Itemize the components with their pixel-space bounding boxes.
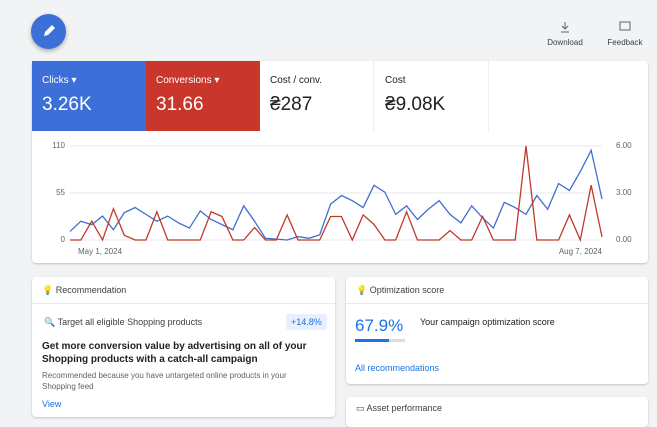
asset-card: ▭ Asset performance <box>346 397 648 427</box>
metric-label: Conversions <box>156 75 212 86</box>
score-track <box>355 339 405 342</box>
metric-value: 3.26K <box>42 94 92 115</box>
x-tick-label: Aug 7, 2024 <box>559 247 603 256</box>
card-title: Optimization score <box>369 285 445 295</box>
feedback-label: Feedback <box>607 38 643 47</box>
series-line <box>69 148 603 241</box>
rec-item: 🔍 Target all eligible Shopping products <box>44 317 203 327</box>
score-description: Your campaign optimization score <box>420 317 555 327</box>
download-button[interactable]: Download <box>540 20 590 47</box>
metric-value: ₴287 <box>270 94 313 115</box>
y-tick-label: 55 <box>56 188 65 197</box>
y-tick-label: 0 <box>61 235 66 244</box>
rec-reason: Recommended because you have untargeted … <box>42 371 287 391</box>
rec-item-text: Target all eligible Shopping products <box>57 317 203 327</box>
feedback-button[interactable]: Feedback <box>600 20 650 47</box>
x-tick-label: May 1, 2024 <box>78 247 123 256</box>
view-link[interactable]: View <box>42 399 62 409</box>
recommendation-card: 💡 Recommendation 🔍 Target all eligible S… <box>32 277 335 417</box>
feedback-icon <box>619 21 631 31</box>
score-value: 67.9% <box>355 316 404 335</box>
performance-chart: 0 55 110 0.00 3.00 6.00 May 1, 2024 Aug 7, 2024 <box>52 141 632 256</box>
y2-tick-label: 0.00 <box>616 235 632 244</box>
metric-value: ₴9.08K <box>385 94 446 115</box>
download-label: Download <box>547 38 583 47</box>
y-tick-label: 110 <box>52 141 65 150</box>
card-header: 💡 Recommendation <box>42 285 127 295</box>
card-title: ▭ Asset performance <box>356 403 443 413</box>
score-bar <box>355 339 389 342</box>
optimization-card: 💡 Optimization score 67.9% Your campaign… <box>346 277 648 384</box>
card-header: 💡 Optimization score <box>356 285 445 295</box>
metric-tile[interactable]: Clicks ▾ 3.26K <box>32 61 146 131</box>
y2-tick-label: 6.00 <box>616 141 632 150</box>
metric-value: 31.66 <box>156 94 204 115</box>
all-recs-link[interactable]: All recommendations <box>355 363 440 373</box>
metric-label: Cost / conv. <box>270 75 323 86</box>
asset-title: Asset performance <box>366 403 443 413</box>
download-icon <box>561 22 569 33</box>
metric-tile[interactable]: Conversions ▾ 31.66 <box>146 61 260 131</box>
series-line <box>70 145 603 243</box>
pencil-icon <box>44 25 55 36</box>
edit-fab[interactable] <box>31 14 66 49</box>
uplift-chip: +14.8% <box>286 314 327 330</box>
metric-tile[interactable]: Cost ₴9.08K <box>375 61 489 131</box>
page: Download Feedback Clicks ▾ 3.26K Conversi… <box>31 14 650 427</box>
card-title: Recommendation <box>55 285 127 295</box>
y2-tick-label: 3.00 <box>616 188 632 197</box>
metric-label: Cost <box>385 75 406 86</box>
metric-label: Clicks <box>42 75 69 86</box>
performance-card: Clicks ▾ 3.26K Conversions ▾ 31.66 Cost / … <box>32 61 648 263</box>
metric-tile[interactable]: Cost / conv. ₴287 <box>260 61 374 131</box>
rec-heading: Get more conversion value by advertising… <box>42 341 307 365</box>
